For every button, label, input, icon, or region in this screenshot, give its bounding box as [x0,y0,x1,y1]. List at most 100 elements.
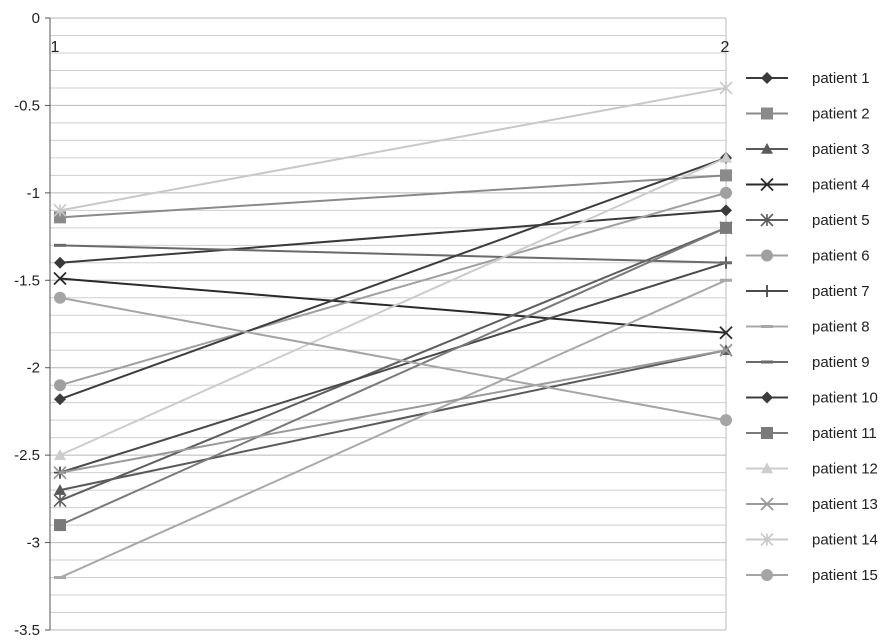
series-marker [720,151,732,163]
series-line [59,296,727,422]
series-marker [54,449,66,460]
series-marker [720,169,732,182]
series-marker [761,249,773,262]
series-marker [53,203,67,217]
legend-label: patient 10 [812,390,878,407]
legend-item: patient 2 [746,106,870,123]
series-marker [720,414,732,427]
series-marker [54,519,66,532]
series-marker [761,569,773,581]
y-tick-label: -0.5 [14,97,40,114]
legend-item: patient 14 [746,532,878,549]
legend-label: patient 4 [812,177,870,194]
y-tick-label: -1 [27,185,40,202]
legend-item: patient 15 [746,567,878,584]
series-marker [54,576,66,580]
series-line [59,191,727,387]
series-marker [54,256,66,269]
legend-item: patient 6 [746,248,870,265]
series-marker [760,497,774,511]
series-line [59,226,727,526]
series-line [59,349,727,492]
axes [49,18,727,630]
series-marker [719,326,733,340]
series-line [59,209,727,264]
legend-label: patient 7 [812,283,870,300]
series-marker [53,465,67,480]
legend-item: patient 4 [746,177,870,194]
series-15 [54,291,732,427]
legend-item: patient 13 [746,496,878,513]
series-marker [53,494,67,508]
series-6 [54,186,732,392]
series-line [59,174,727,219]
y-tick-label: -3.5 [14,622,40,639]
series-2 [54,169,732,224]
legend-label: patient 14 [812,532,878,549]
y-tick-label: -2 [27,360,40,377]
series-marker [720,278,732,282]
series-marker [720,221,732,234]
series-9 [54,243,732,265]
y-tick-label: -2.5 [14,447,40,464]
series-marker [720,204,732,217]
series-marker [719,343,733,357]
legend-label: patient 8 [812,319,870,336]
legend: patient 1 patient 2 patient 3 patient 4 pati… [746,70,878,584]
legend-label: patient 2 [812,106,870,123]
series-line [59,86,727,212]
legend-item: patient 12 [746,461,878,478]
legend-label: patient 9 [812,354,870,371]
legend-item: patient 3 [746,141,870,158]
legend-label: patient 5 [812,212,870,229]
y-axis-ticks: 0 -0.5 -1 -1.5 -2 -2.5 -3 -3.5 [14,10,50,639]
legend-label: patient 13 [812,496,878,513]
legend-label: patient 6 [812,248,870,265]
legend-label: patient 3 [812,141,870,158]
series-marker [720,186,732,199]
series-12 [54,151,732,460]
series-marker [760,532,774,547]
y-tick-label: -3 [27,535,40,552]
series-marker [54,291,66,304]
legend-item: patient 5 [746,212,870,229]
series-line [59,261,727,474]
legend-item: patient 9 [746,354,870,371]
legend-item: patient 1 [746,70,870,87]
series-marker [761,285,773,297]
legend-item: patient 8 [746,319,870,336]
series-marker [761,107,773,120]
series-marker [719,81,733,95]
series-marker [761,325,773,328]
series-marker [54,393,66,406]
legend-label: patient 1 [812,70,870,87]
series-13 [53,343,733,480]
series-8 [54,278,732,580]
series-11 [54,221,732,532]
series-marker [53,271,67,286]
series-marker [761,143,773,154]
series-marker [54,379,66,392]
y-tick-label: -1.5 [14,272,40,289]
series-lines [53,81,733,580]
series-1 [54,204,732,269]
x-tick-label: 2 [721,39,730,56]
series-marker [761,360,773,364]
legend-label: patient 11 [812,425,877,442]
series-marker [761,427,773,439]
series-line [59,156,727,401]
series-line [59,226,727,502]
series-14 [53,81,733,217]
legend-label: patient 15 [812,567,878,584]
y-tick-label: 0 [32,10,40,27]
series-marker [54,243,66,247]
x-tick-label: 1 [51,39,60,56]
series-marker [720,261,732,265]
series-marker [761,391,773,404]
series-marker [760,213,774,227]
series-line [59,279,727,579]
series-marker [54,484,66,495]
legend-item: patient 10 [746,390,878,407]
